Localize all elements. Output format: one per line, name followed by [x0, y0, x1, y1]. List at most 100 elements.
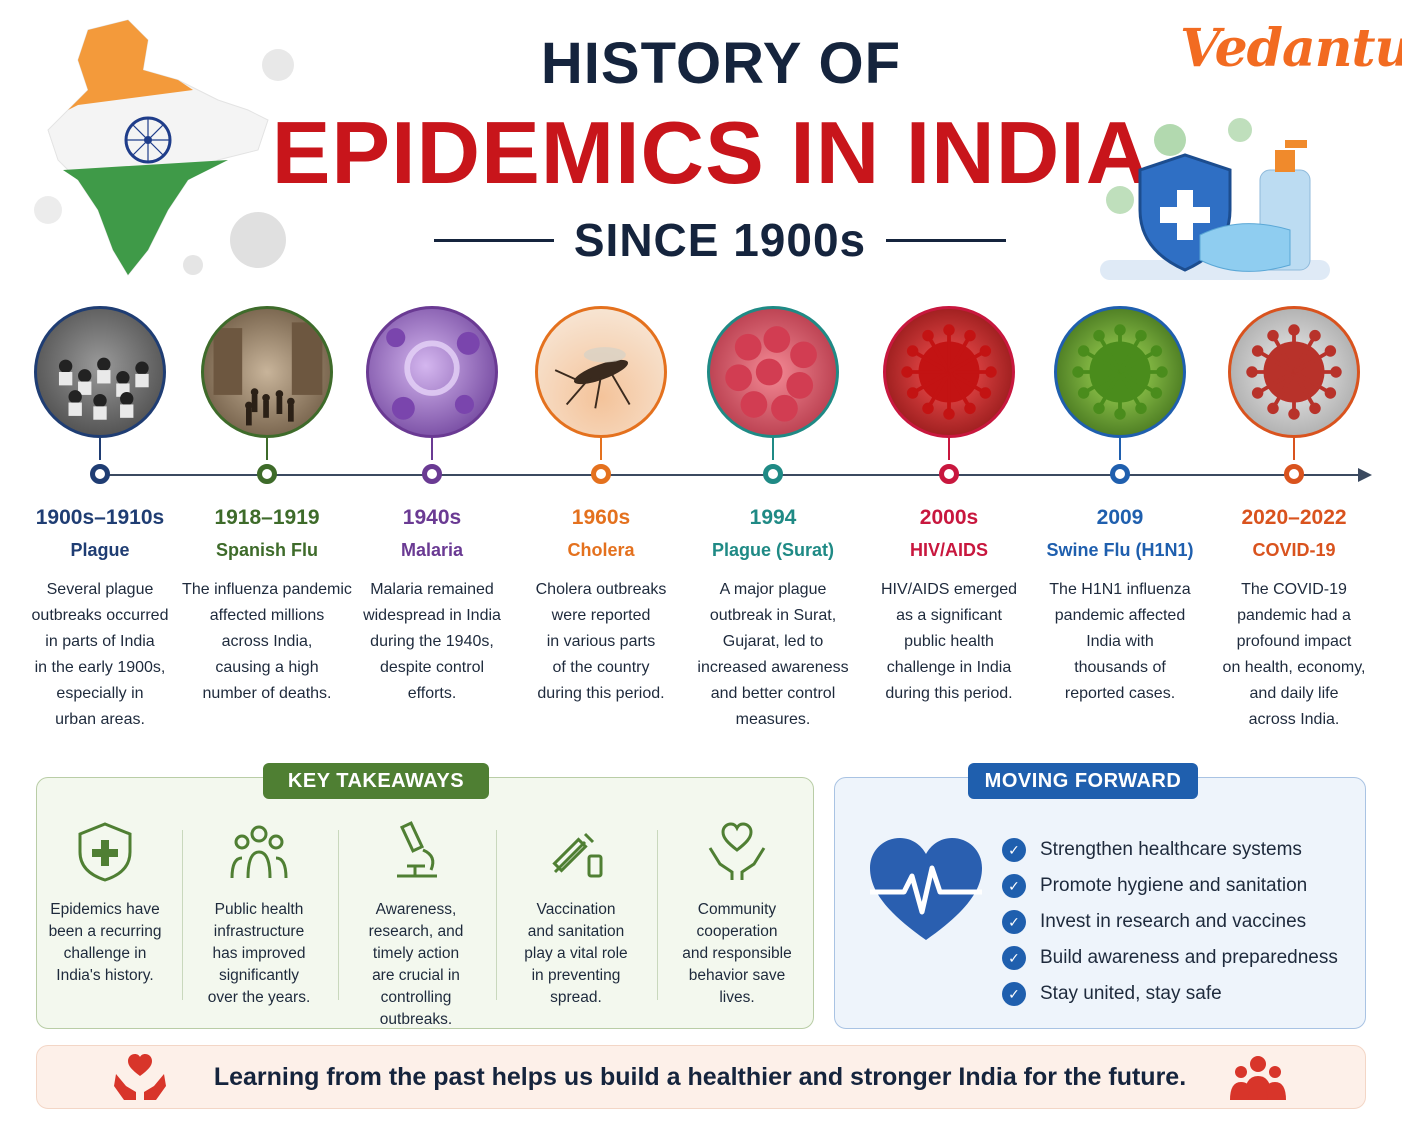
moving-forward-item: ✓ Strengthen healthcare systems [1002, 832, 1352, 868]
key-takeaway-text-line: Public health [214, 901, 304, 918]
timeline-event: 1994 Plague (Surat) A major plague outbre… [688, 306, 858, 733]
syringe-icon [552, 832, 603, 878]
timeline-event-desc-line: outbreak in Surat, [709, 607, 837, 625]
timeline-event: 2020–2022 COVID-19 The COVID-19 pandemic … [1209, 306, 1379, 733]
key-takeaway-text: Vaccination and sanitation play a vital ro… [501, 899, 651, 1009]
check-circle-icon: ✓ [1002, 982, 1026, 1006]
key-takeaway-item: Epidemics have been a recurring challenge … [30, 820, 180, 987]
timeline-event-description: Cholera outbreaks were reported in various… [516, 577, 686, 707]
timeline-event-desc-line: as a significant [896, 607, 1002, 625]
timeline-event-year: 1960s [571, 506, 631, 529]
key-takeaway-text-line: research, and [368, 923, 464, 940]
microbe-cells-icon [386, 328, 480, 420]
timeline-event-name: HIV/AIDS [909, 540, 988, 560]
timeline-event-image [1054, 306, 1186, 438]
check-circle-icon: ✓ [1002, 946, 1026, 970]
timeline-event-stem [600, 438, 602, 460]
moving-forward-item: ✓ Stay united, stay safe [1002, 976, 1352, 1012]
key-takeaway-text-line: controlling [380, 989, 452, 1006]
timeline-event-marker [90, 464, 110, 484]
key-takeaway-text-line: behavior save [688, 967, 786, 984]
key-takeaway-item: Awareness, research, and timely action are … [341, 820, 491, 1031]
key-takeaway-text-line: play a vital role [524, 945, 628, 962]
timeline-event-desc-line: efforts. [407, 685, 457, 703]
timeline-event-desc-line: measures. [735, 711, 811, 729]
timeline-event-year: 1918–1919 [214, 506, 320, 529]
timeline-event-image [535, 306, 667, 438]
key-takeaway-divider [337, 830, 339, 1000]
key-takeaway-item: Community cooperation and responsible behav… [662, 820, 812, 1009]
timeline-event-description: HIV/AIDS emerged as a significant public h… [864, 577, 1034, 707]
timeline-event-desc-line: outbreaks occurred [31, 607, 169, 625]
timeline-event-desc-line: during the 1940s, [370, 633, 494, 651]
timeline-event-desc-line: Cholera outbreaks [535, 581, 667, 599]
timeline-event-desc-line: urban areas. [55, 711, 145, 729]
moving-forward-item-text: Promote hygiene and sanitation [1040, 875, 1308, 896]
key-takeaway-text: Community cooperation and responsible behav… [662, 899, 812, 1009]
timeline-event-desc-line: affected millions [209, 607, 325, 625]
timeline-event-desc-line: The H1N1 influenza [1049, 581, 1191, 599]
key-takeaway-text-line: significantly [218, 967, 300, 984]
timeline-event-desc-line: public health [904, 633, 994, 651]
timeline-event-name: Swine Flu (H1N1) [1046, 540, 1194, 560]
key-takeaway-text: Public health infrastructure has improved s… [184, 899, 334, 1009]
timeline-event: 2009 Swine Flu (H1N1) The H1N1 influenza… [1035, 306, 1205, 707]
timeline-event-stem [1119, 438, 1121, 460]
timeline-event-description: Several plague outbreaks occurred in parts… [15, 577, 185, 733]
timeline-event-marker [1110, 464, 1130, 484]
timeline-event-desc-line: and daily life [1249, 685, 1339, 703]
key-takeaway-text-line: over the years. [207, 989, 311, 1006]
timeline-event-desc-line: causing a high [215, 659, 319, 677]
key-takeaway-text-line: infrastructure [213, 923, 305, 940]
title-line-2: EPIDEMICS IN INDIA [271, 103, 1151, 202]
timeline-event-desc-line: in parts of India [45, 633, 155, 651]
timeline-event-desc-line: and better control [710, 685, 836, 703]
timeline-event-desc-line: on health, economy, [1222, 659, 1366, 677]
timeline-event-desc-line: number of deaths. [202, 685, 332, 703]
key-takeaway-text-line: been a recurring [48, 923, 162, 940]
key-takeaway-text-line: has improved [212, 945, 306, 962]
timeline-event-desc-line: Gujarat, led to [722, 633, 824, 651]
timeline-arrowhead [1358, 468, 1372, 482]
historic-street-photo-icon [213, 322, 323, 426]
check-circle-icon: ✓ [1002, 874, 1026, 898]
timeline-event-desc-line: were reported [551, 607, 651, 625]
timeline-event-name: Plague [70, 540, 130, 560]
moving-forward-item: ✓ Build awareness and preparedness [1002, 940, 1352, 976]
check-circle-icon: ✓ [1002, 910, 1026, 934]
moving-forward-item-text: Strengthen healthcare systems [1040, 839, 1302, 860]
key-takeaway-text-line: and responsible [682, 945, 792, 962]
key-takeaway-item: Public health infrastructure has improved s… [184, 820, 334, 1009]
timeline-event-name: Spanish Flu [215, 540, 318, 560]
bacteria-cluster-icon [725, 326, 817, 422]
moving-forward-item: ✓ Promote hygiene and sanitation [1002, 868, 1352, 904]
timeline-event-desc-line: profound impact [1236, 633, 1352, 651]
heartbeat-icon [870, 838, 982, 940]
title-divider-left [433, 238, 554, 242]
key-takeaway-text-line: lives. [719, 989, 755, 1006]
hands-heart-icon [708, 822, 766, 880]
timeline-event-marker [591, 464, 611, 484]
timeline-event-name: COVID-19 [1252, 540, 1336, 560]
key-takeaway-text-line: spread. [550, 989, 602, 1006]
timeline-event-desc-line: increased awareness [697, 659, 849, 677]
timeline-event-desc-line: Malaria remained [370, 581, 494, 599]
timeline-event-year: 1994 [749, 506, 797, 529]
timeline-event-stem [772, 438, 774, 460]
key-takeaway-text-line: Awareness, [375, 901, 457, 918]
timeline-event-desc-line: across India, [221, 633, 313, 651]
timeline-event-desc-line: thousands of [1074, 659, 1166, 677]
key-takeaway-text-line: Vaccination [536, 901, 616, 918]
timeline-event-image [201, 306, 333, 438]
timeline-event-desc-line: pandemic affected [1054, 607, 1186, 625]
title-divider-right [886, 238, 1007, 242]
microscope-icon [397, 821, 437, 878]
community-group-icon [1230, 1056, 1286, 1100]
timeline-event-desc-line: A major plague [719, 581, 827, 599]
timeline-event-marker [422, 464, 442, 484]
india-map-flag-illustration [34, 19, 294, 276]
key-takeaway-divider [656, 830, 658, 1000]
moving-forward-title: MOVING FORWARD [968, 763, 1198, 799]
timeline-event-desc-line: during this period. [537, 685, 665, 703]
key-takeaway-text-line: challenge in [63, 945, 147, 962]
